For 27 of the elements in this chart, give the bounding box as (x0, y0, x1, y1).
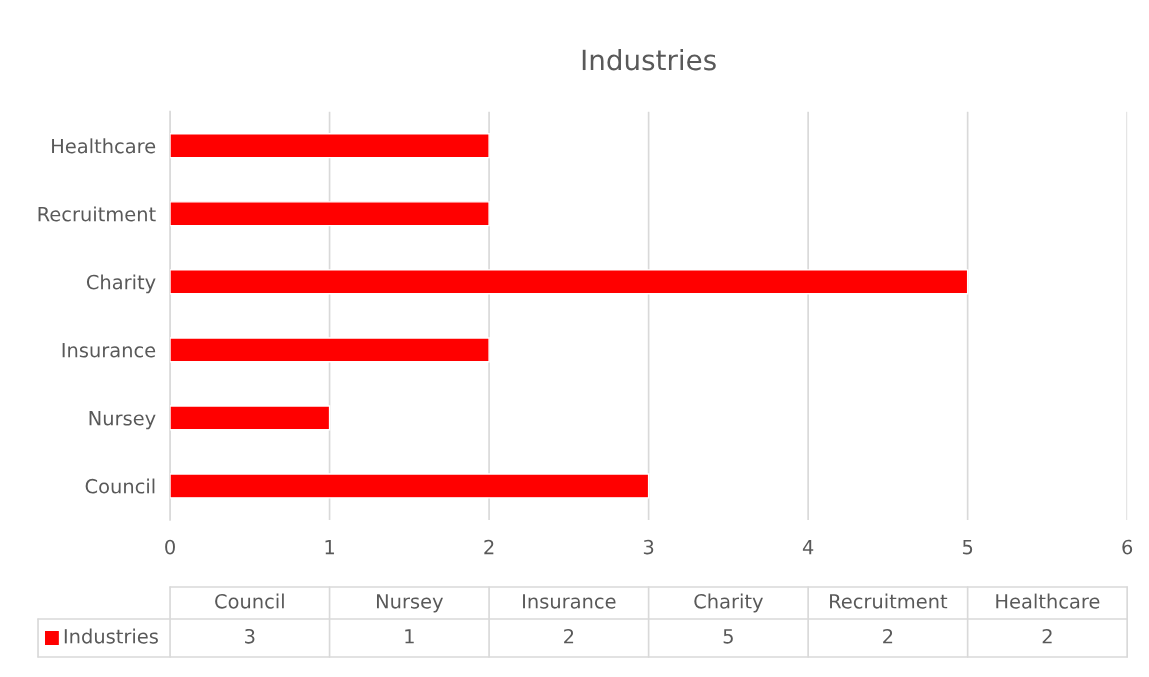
x-tick-label: 5 (962, 539, 973, 555)
category-label: Insurance (523, 594, 616, 609)
category-label: Healthcare (996, 593, 1100, 609)
legend-label: Industries (64, 628, 158, 644)
y-tick-label: Healthcare (52, 138, 156, 154)
x-tick-label: 0 (165, 539, 175, 555)
x-tick-label: 3 (643, 539, 654, 555)
y-tick-label: Nursey (89, 411, 156, 430)
x-tick-label: 2 (484, 539, 494, 555)
category-label: Nursey (377, 594, 443, 613)
category-label: Council (215, 593, 284, 609)
y-tick-label: Insurance (62, 343, 156, 358)
x-tick-label: 4 (802, 539, 814, 555)
y-tick-label: Council (85, 478, 155, 494)
x-tick-label: 6 (1122, 539, 1133, 555)
text: 3 (245, 628, 255, 644)
category-label: Charity (694, 593, 763, 613)
text: 1 (405, 629, 414, 644)
chart-title: Industries (582, 48, 716, 71)
text: 2 (883, 628, 893, 644)
y-tick-label: Recruitment (38, 206, 156, 222)
text: 2 (564, 628, 574, 644)
x-tick-label: 1 (325, 539, 334, 555)
category-label: Recruitment (830, 593, 948, 609)
y-tick-label: Charity (86, 274, 156, 294)
text: 2 (1042, 628, 1052, 644)
text: 5 (723, 629, 733, 644)
